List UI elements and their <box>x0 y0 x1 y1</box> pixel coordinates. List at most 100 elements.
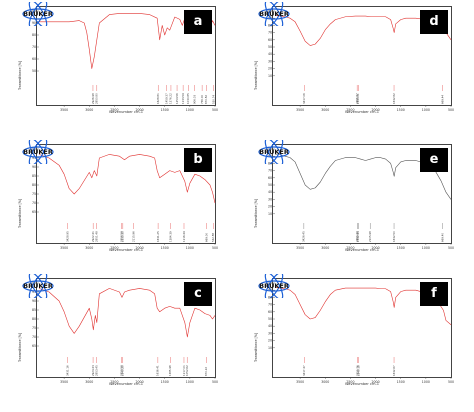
peak-label: 2342.94 <box>356 231 360 242</box>
panel-label-badge: c <box>184 282 212 306</box>
y-tick-label: 90 <box>32 165 36 169</box>
peak-label: 2926.98 <box>91 93 95 104</box>
y-tick-label: 65 <box>32 344 36 348</box>
plot-area: 10 20 30 40 50 60 70 80 90 100 3500 3000 2500 2000 150… <box>266 144 454 250</box>
peak-label: 1632.67 <box>392 365 396 376</box>
y-tick-label: 10 <box>268 212 272 216</box>
spectrum-panel-b: 65 70 75 80 85 90 95 100 3500 3000 2500 2000 1500 100… <box>18 138 220 258</box>
x-tick-label: 2500 <box>346 108 354 112</box>
bruker-logo: BRUKER <box>22 0 54 28</box>
x-tick-label: 3500 <box>296 108 304 112</box>
y-tick-label: 100 <box>30 147 36 151</box>
peak-label: 3431.16 <box>65 365 69 376</box>
y-tick-label: 80 <box>32 33 36 37</box>
spectrum-panel-e: 10 20 30 40 50 60 70 80 90 100 3500 3000 2500 2000 150… <box>254 138 456 258</box>
peak-label: 1628.81 <box>156 93 160 104</box>
y-tick-label: 100 <box>30 9 36 13</box>
y-tick-label: 70 <box>32 45 36 49</box>
plot-area: 65 70 75 80 85 90 95 100 3500 3000 2500 2000 1500 100… <box>30 144 218 250</box>
peak-label: 1254.56 <box>175 93 179 104</box>
bruker-logo: BRUKER <box>258 0 290 28</box>
y-tick-label: 90 <box>268 288 272 292</box>
peak-label: 2363.49 <box>355 231 359 242</box>
bruker-logo: BRUKER <box>258 138 290 166</box>
y-tick-label: 100 <box>266 147 272 151</box>
bruker-logo: BRUKER <box>22 138 54 166</box>
spectrum-svg: 10 20 30 40 50 60 70 80 90 100 3500 3000 2500 2000 150… <box>266 281 454 384</box>
peak-label: 670.82 <box>204 95 208 104</box>
spectrum-svg: 10 20 30 40 50 60 70 80 90 100 3500 3000 2500 2000 150… <box>266 9 454 112</box>
peak-label: 669.44 <box>440 95 444 104</box>
y-tick-label: 50 <box>268 317 272 321</box>
y-tick-label: 70 <box>268 31 272 35</box>
y-tick-label: 60 <box>268 38 272 42</box>
x-tick-label: 2500 <box>110 108 118 112</box>
x-tick-label: 1000 <box>186 108 194 112</box>
peak-label: 1116.49 <box>182 231 186 242</box>
peak-label: 3426.45 <box>302 231 306 242</box>
bruker-logo-text: BRUKER <box>259 10 289 18</box>
x-tick-label: 2000 <box>372 108 380 112</box>
peak-label: 2851.48 <box>95 231 99 242</box>
bruker-logo: BRUKER <box>22 272 54 300</box>
y-tick-label: 85 <box>32 308 36 312</box>
x-tick-label: 1500 <box>161 108 169 112</box>
y-tick-label: 90 <box>32 299 36 303</box>
x-tick-label: 2000 <box>136 380 144 384</box>
peak-label: 1632.82 <box>392 93 396 104</box>
spectrum-panel-f: 10 20 30 40 50 60 70 80 90 100 3500 3000 2500 2000 150… <box>254 272 456 392</box>
y-tick-label: 95 <box>32 290 36 294</box>
y-axis-label: Transmittance [%] <box>254 168 262 228</box>
y-tick-label: 60 <box>268 310 272 314</box>
y-tick-label: 80 <box>268 23 272 27</box>
x-tick-label: 2000 <box>136 108 144 112</box>
x-tick-label: 500 <box>212 246 218 250</box>
y-axis-label-text: Transmittance [%] <box>254 60 258 90</box>
y-axis-label: Transmittance [%] <box>18 168 26 228</box>
peak-label: 2105.98 <box>368 231 372 242</box>
plot-area: 10 20 30 40 50 60 70 80 90 100 3500 3000 2500 2000 150… <box>266 6 454 112</box>
peak-label: 2853.45 <box>94 365 98 376</box>
y-tick-label: 80 <box>268 161 272 165</box>
x-tick-label: 1000 <box>422 246 430 250</box>
y-tick-label: 30 <box>268 197 272 201</box>
y-axis-label: Transmittance [%] <box>254 30 262 90</box>
panel-label-badge: f <box>420 282 448 306</box>
spectrum-line <box>38 288 216 338</box>
y-tick-label: 50 <box>32 69 36 73</box>
x-tick-label: 3500 <box>60 380 68 384</box>
peak-label: 1117.01 <box>182 365 186 376</box>
x-tick-label: 3500 <box>296 246 304 250</box>
x-tick-label: 1500 <box>397 380 405 384</box>
bruker-logo: BRUKER <box>258 272 290 300</box>
spectrum-line <box>38 154 216 204</box>
x-tick-label: 3000 <box>85 246 93 250</box>
x-axis-label: Wavenumber cm-1 <box>108 110 144 114</box>
peak-label: 3428.95 <box>66 231 70 242</box>
bruker-logo-wrap: BRUKER <box>20 272 56 300</box>
y-tick-label: 50 <box>268 183 272 187</box>
peak-label: 1632.50 <box>392 231 396 242</box>
peak-label: 1459.37 <box>165 93 169 104</box>
peak-label: 532.88 <box>211 233 215 242</box>
x-tick-label: 3500 <box>60 246 68 250</box>
x-axis-label: Wavenumber cm-1 <box>344 110 380 114</box>
x-axis-label: Wavenumber cm-1 <box>108 382 144 386</box>
x-axis-label: Wavenumber cm-1 <box>344 248 380 252</box>
y-axis-label-text: Transmittance [%] <box>18 332 22 362</box>
x-tick-label: 1500 <box>397 246 405 250</box>
x-tick-label: 3500 <box>60 108 68 112</box>
y-axis-label: Transmittance [%] <box>18 302 26 362</box>
spectrum-svg: 10 20 30 40 50 60 70 80 90 100 3500 3000 2500 2000 150… <box>266 147 454 250</box>
peak-label: 906.03 <box>192 95 196 104</box>
x-tick-label: 3000 <box>85 108 93 112</box>
peak-label: 1636.41 <box>156 365 160 376</box>
x-tick-label: 3000 <box>321 380 329 384</box>
x-tick-label: 500 <box>212 380 218 384</box>
y-tick-label: 30 <box>268 331 272 335</box>
x-tick-label: 3500 <box>296 380 304 384</box>
peak-label: 2358.59 <box>119 231 123 242</box>
x-tick-label: 2000 <box>372 246 380 250</box>
peak-label: 530.74 <box>211 95 215 104</box>
bruker-logo-text: BRUKER <box>23 10 53 18</box>
